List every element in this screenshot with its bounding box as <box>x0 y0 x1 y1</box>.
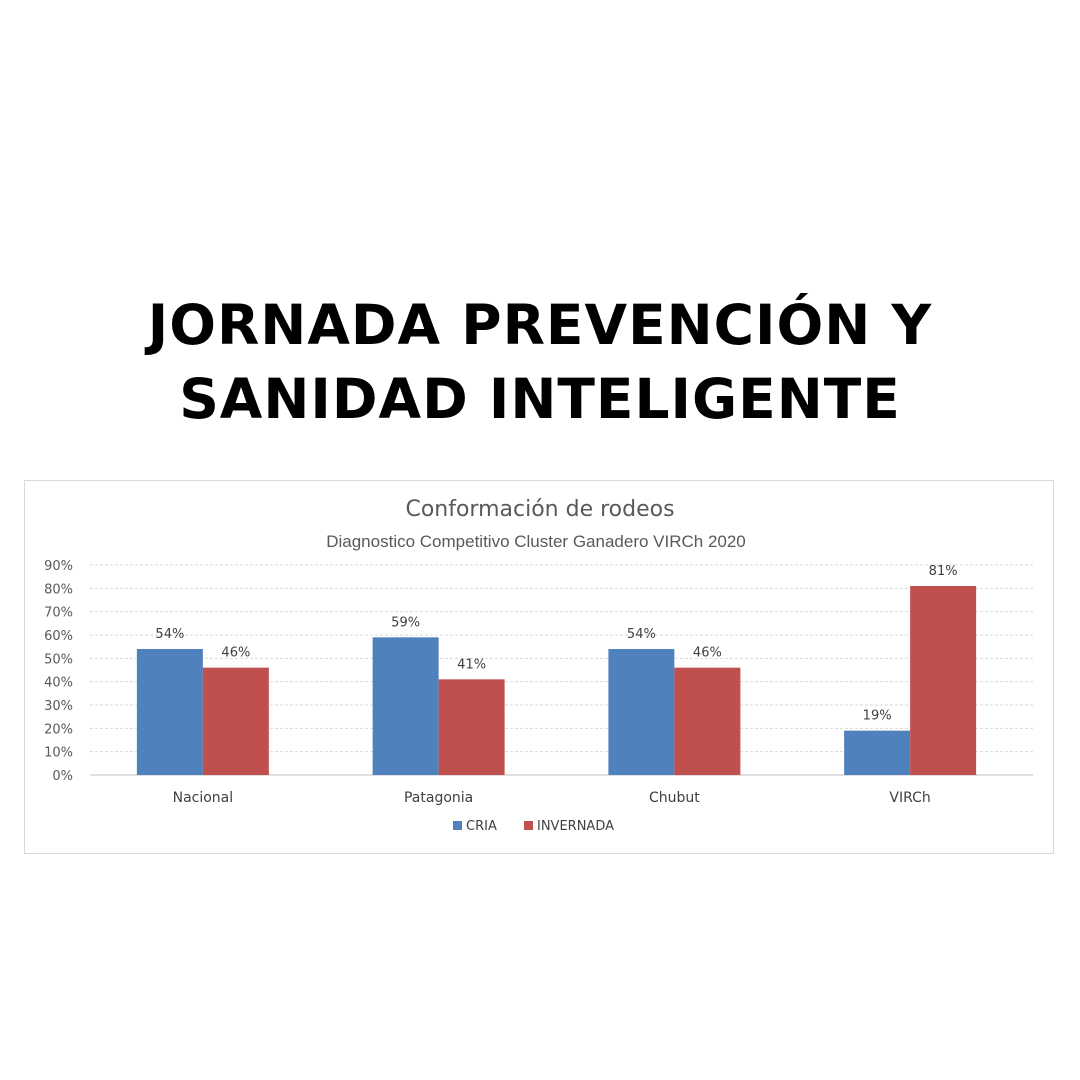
bars <box>136 586 977 775</box>
data-label: 46% <box>221 646 250 661</box>
bar-cria-nacional <box>136 649 203 775</box>
y-tick-label: 80% <box>44 582 73 597</box>
data-label: 19% <box>863 709 892 724</box>
legend-label: CRIA <box>466 819 497 834</box>
x-tick-label: Chubut <box>649 790 700 806</box>
data-label: 46% <box>693 646 722 661</box>
y-tick-label: 0% <box>52 769 73 784</box>
bar-cria-chubut <box>608 649 675 775</box>
data-label: 41% <box>457 657 486 672</box>
x-tick-label: Nacional <box>173 790 234 806</box>
x-tick-label: VIRCh <box>889 790 930 806</box>
x-tick-label: Patagonia <box>404 790 473 806</box>
bar-invernada-virch <box>910 586 977 775</box>
y-tick-label: 70% <box>44 606 73 621</box>
headline-line-1: JORNADA PREVENCIÓN Y <box>147 293 933 357</box>
bar-invernada-patagonia <box>438 679 505 775</box>
bar-invernada-chubut <box>674 667 741 775</box>
chart-subtitle: Diagnostico Competitivo Cluster Ganadero… <box>326 532 746 551</box>
y-tick-label: 60% <box>44 629 73 644</box>
bar-cria-virch <box>844 730 911 775</box>
x-axis-ticks: Nacional Patagonia Chubut VIRCh <box>173 790 931 806</box>
chart-title: Conformación de rodeos <box>405 497 674 522</box>
headline-line-2: SANIDAD INTELIGENTE <box>179 367 901 431</box>
legend-label: INVERNADA <box>537 819 614 834</box>
headline: JORNADA PREVENCIÓN Y SANIDAD INTELIGENTE <box>0 288 1080 436</box>
y-tick-label: 50% <box>44 652 73 667</box>
legend-swatch-invernada <box>524 821 533 830</box>
bar-invernada-nacional <box>202 667 269 775</box>
data-labels: 54% 46% 59% 41% 54% 46% 19% 81% <box>155 564 957 724</box>
legend: CRIA INVERNADA <box>453 819 614 834</box>
y-tick-label: 20% <box>44 722 73 737</box>
y-tick-label: 10% <box>44 746 73 761</box>
y-axis-ticks: 0% 10% 20% 30% 40% 50% 60% 70% 80% 90% <box>44 559 73 784</box>
y-tick-label: 40% <box>44 676 73 691</box>
data-label: 54% <box>627 627 656 642</box>
legend-swatch-cria <box>453 821 462 830</box>
chart-frame: Conformación de rodeos Diagnostico Compe… <box>24 480 1054 854</box>
bar-chart: Conformación de rodeos Diagnostico Compe… <box>44 497 1033 834</box>
data-label: 81% <box>929 564 958 579</box>
data-label: 54% <box>155 627 184 642</box>
y-tick-label: 30% <box>44 699 73 714</box>
bar-cria-patagonia <box>372 637 439 775</box>
y-tick-label: 90% <box>44 559 73 574</box>
data-label: 59% <box>391 615 420 630</box>
